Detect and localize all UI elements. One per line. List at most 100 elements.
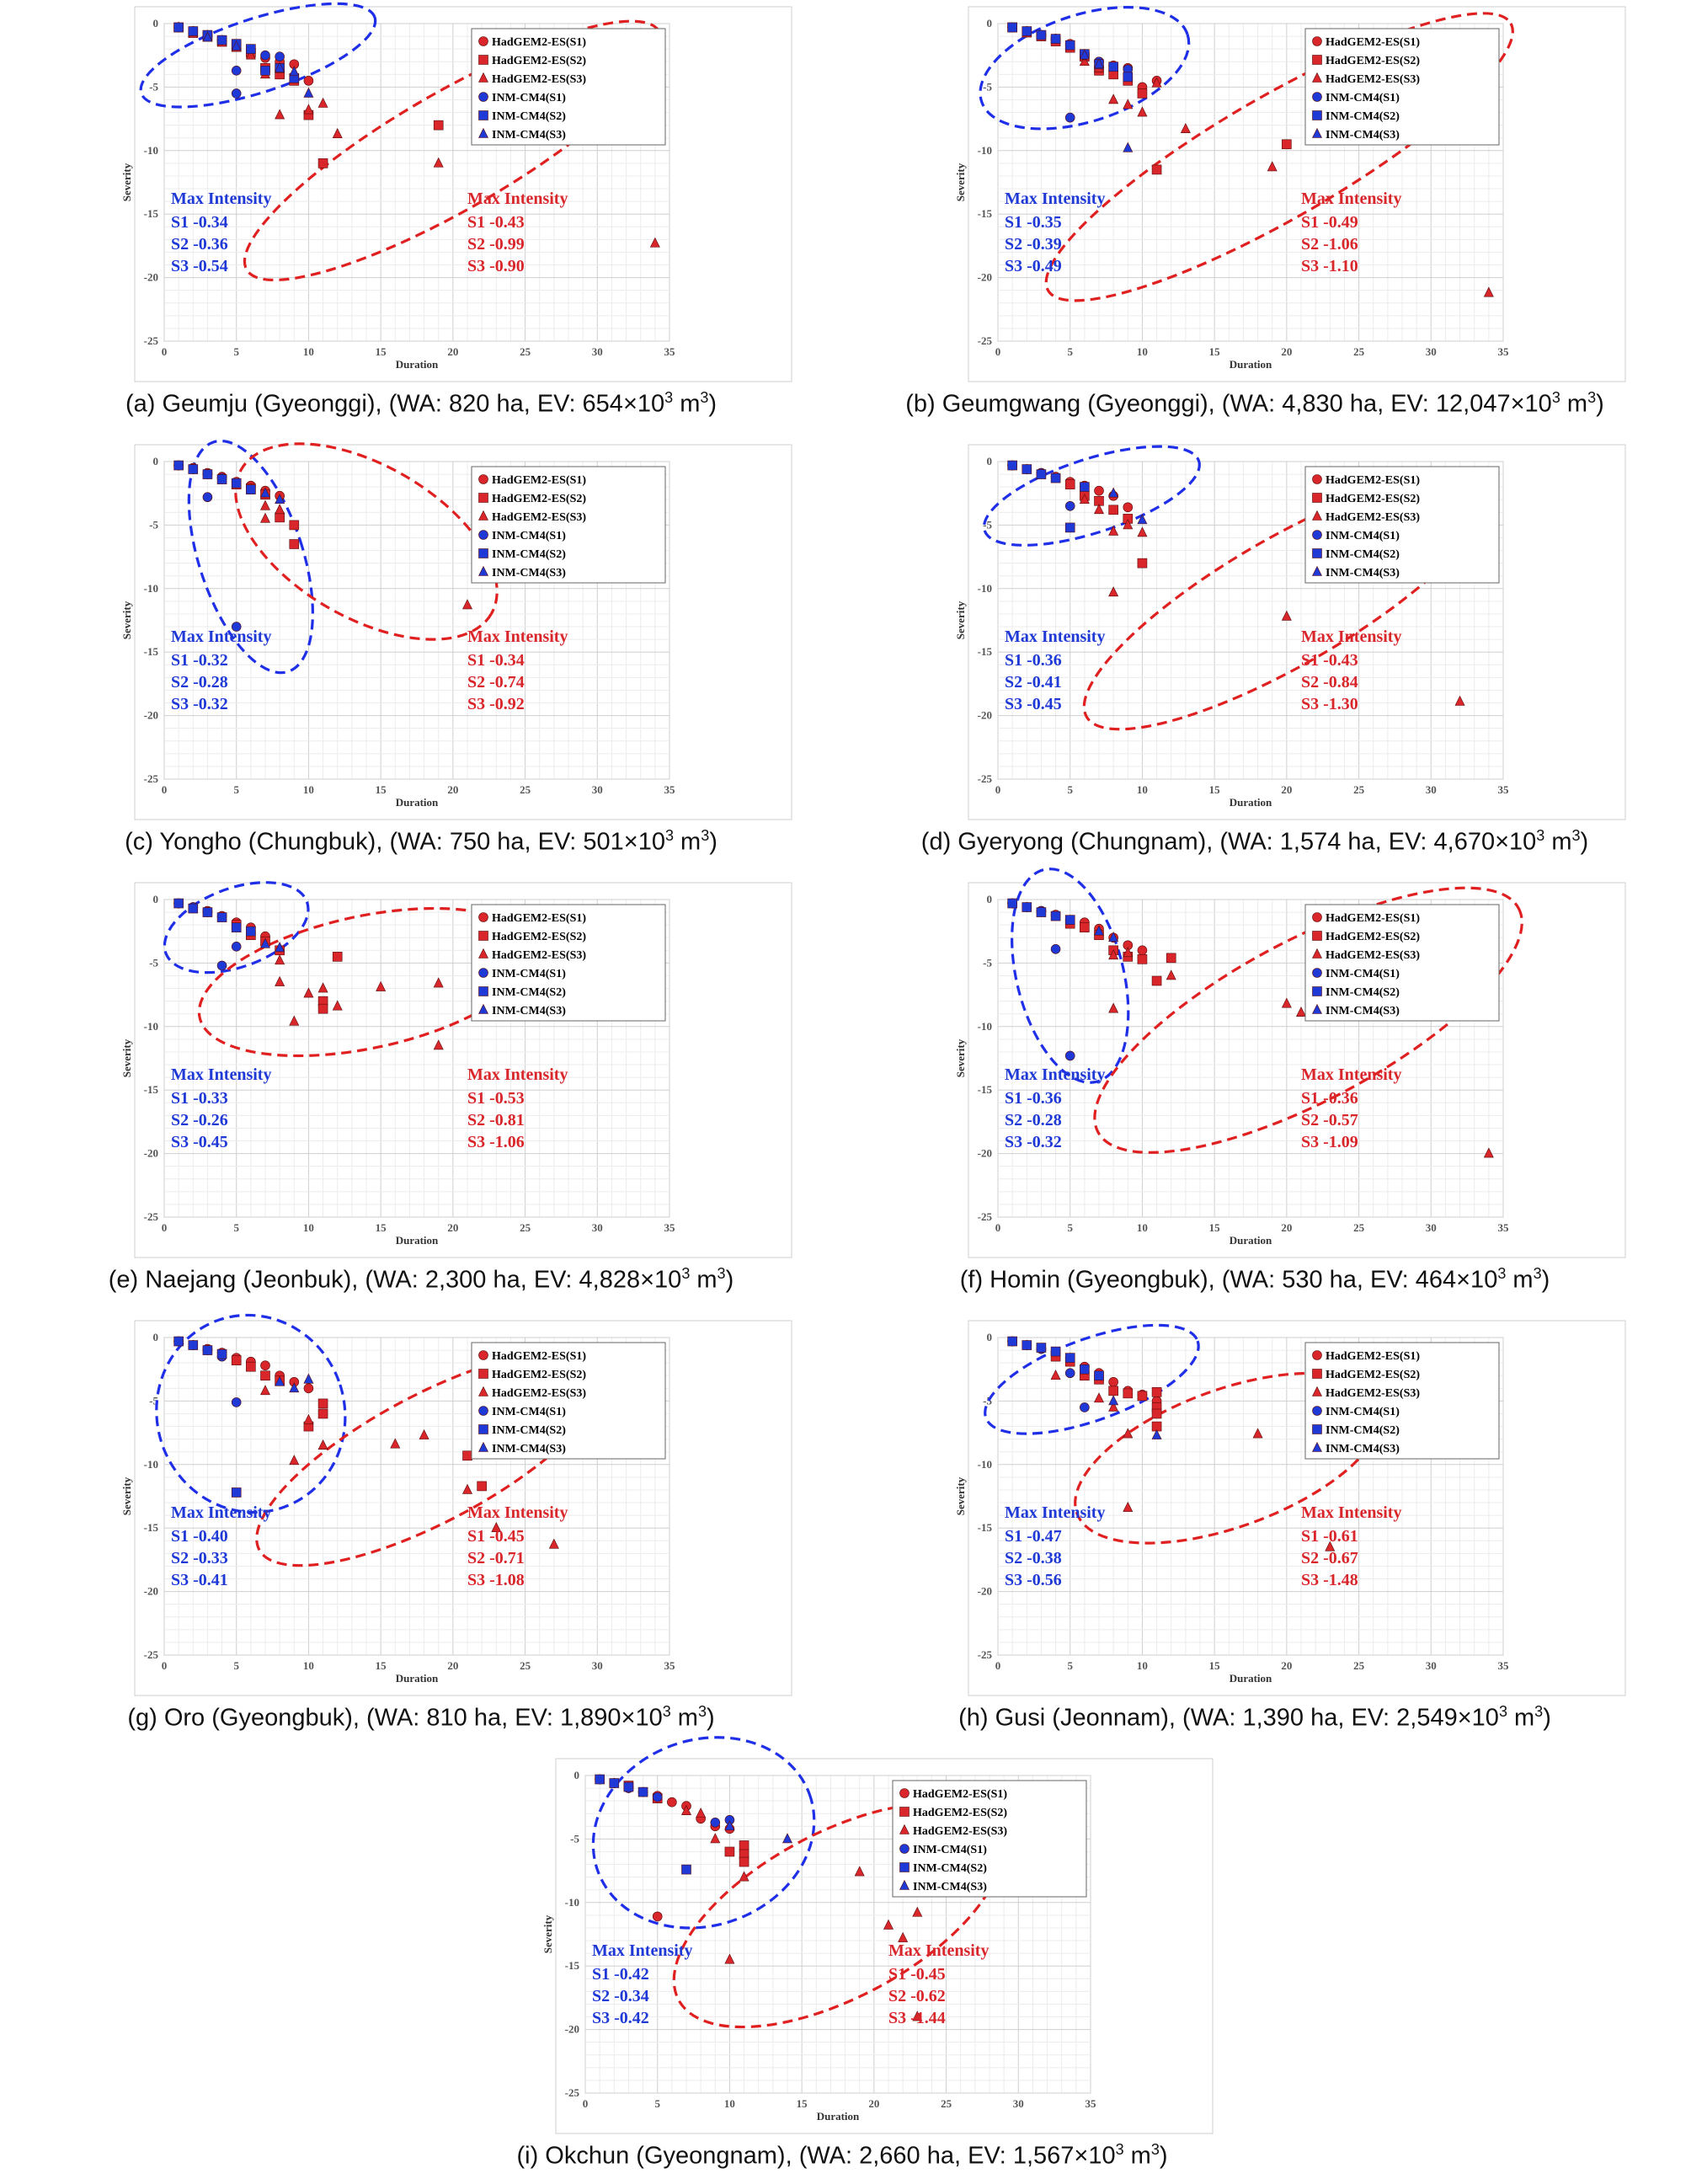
data-point [1094,485,1104,496]
data-point [275,954,285,965]
x-tick-label: 35 [1498,1659,1510,1672]
legend-entry: INM-CM4(S1) [492,968,566,980]
x-tick-label: 20 [447,1659,458,1672]
data-point [1050,910,1061,921]
data-point [1079,49,1090,60]
series-inm-cm4-s3 [275,1373,314,1393]
series-hadgem2-es-s3 [1079,56,1494,297]
had-max-intensity-value: S1 -0.36 [1301,1089,1358,1108]
data-point [1137,514,1148,525]
caption-a: (a) Geumju (Gyeonggi), (WA: 820 ha, EV: … [125,389,717,418]
data-point [912,1906,923,1917]
had-max-intensity-title: Max Intensity [1301,627,1401,646]
data-point [202,492,213,503]
series-inm-cm4-s3 [1108,487,1148,525]
data-point [1483,286,1494,297]
legend-entry: HadGEM2-ES(S3) [492,73,586,86]
data-point [1064,500,1075,511]
legend-marker [478,55,488,65]
data-point [1094,58,1104,69]
data-point [1483,1147,1494,1158]
had-max-intensity-value: S3 -1.09 [1301,1133,1358,1151]
inm-max-intensity-value: S3 -0.32 [171,695,228,713]
legend-entry: HadGEM2-ES(S2) [492,55,586,67]
had-max-intensity-value: S2 -0.67 [1301,1549,1358,1567]
legend-entry: INM-CM4(S2) [913,1862,987,1875]
x-tick-label: 30 [1426,1659,1437,1672]
legend-marker [478,530,488,540]
inm-max-intensity-title: Max Intensity [592,1941,692,1960]
x-tick-label: 20 [447,1221,458,1234]
y-tick-label: -10 [144,1020,158,1033]
data-point [303,987,314,998]
x-tick-label: 25 [520,345,531,358]
had-max-intensity-value: S2 -0.84 [1301,673,1358,692]
legend-entry: INM-CM4(S1) [492,92,566,104]
data-point [1281,997,1292,1008]
had-max-intensity-value: S3 -0.90 [467,257,525,275]
inm-max-intensity-value: S3 -0.45 [171,1133,228,1151]
legend-entry: INM-CM4(S2) [1326,1424,1400,1437]
series-inm-cm4-s2 [1007,898,1075,925]
x-axis-title: Duration [396,1672,439,1685]
inm-max-intensity-title: Max Intensity [1005,1503,1105,1522]
inm-max-intensity-title: Max Intensity [171,1065,271,1084]
y-tick-label: -25 [144,772,159,785]
legend-marker [1312,55,1322,65]
legend-entry: HadGEM2-ES(S3) [492,1387,586,1400]
legend-entry: INM-CM4(S1) [1326,1406,1400,1418]
chart-b: 0 5 10 15 20 25 30 35 0 -5 -10 -15 -20 -25 Duration Sev… [954,6,1626,382]
y-tick-label: -5 [570,1832,579,1845]
data-point [188,1340,199,1350]
x-axis-title: Duration [1230,358,1272,371]
y-tick-label: -20 [144,1147,158,1160]
had-max-intensity-value: S3 -1.44 [888,2009,946,2027]
y-tick-label: -15 [978,1521,993,1534]
legend-marker [1312,1369,1322,1379]
x-tick-label: 10 [1137,783,1148,796]
y-tick-label: -10 [144,144,158,157]
x-tick-label: 0 [162,1659,168,1672]
data-point [202,31,213,42]
inm-cluster-ellipse [139,2,377,109]
caption-d: (d) Gyeryong (Chungnam), (WA: 1,574 ha, … [920,827,1589,856]
data-point [1108,1386,1118,1396]
inm-max-intensity-value: S2 -0.26 [171,1111,228,1129]
series-inm-cm4-s3 [1108,1395,1162,1439]
had-max-intensity-value: S3 -1.48 [1301,1571,1358,1589]
had-max-intensity-value: S3 -1.06 [467,1133,525,1151]
y-tick-label: -15 [978,645,993,658]
x-tick-label: 20 [1281,345,1292,358]
data-point [289,1382,300,1393]
data-point [260,1370,270,1381]
inm-max-intensity-value: S1 -0.36 [1005,1089,1062,1108]
data-point [303,1373,314,1384]
legend-entry: INM-CM4(S1) [492,1406,566,1418]
series-inm-cm4-s3 [724,1820,792,1844]
x-tick-label: 10 [303,1221,314,1234]
legend-entry: INM-CM4(S2) [492,986,566,999]
y-tick-label: -25 [144,1648,159,1661]
y-tick-label: -5 [149,956,158,969]
data-point [246,484,256,494]
data-point [1108,1395,1119,1406]
data-point [1080,1364,1090,1375]
y-tick-label: -10 [144,582,158,595]
data-point [724,1820,735,1831]
data-point [260,1360,270,1370]
legend-entry: HadGEM2-ES(S2) [1326,931,1420,943]
had-max-intensity-value: S1 -0.43 [467,213,525,232]
data-point [1064,1050,1075,1061]
y-tick-label: -20 [978,271,992,284]
series-hadgem2-es-s3 [275,954,444,1050]
data-point [246,44,256,54]
y-tick-label: -20 [144,709,158,722]
inm-max-intensity-value: S2 -0.36 [171,235,228,254]
had-max-intensity-value: S2 -0.57 [1301,1111,1358,1129]
data-point [1064,479,1075,489]
chart-panel-i: 0 5 10 15 20 25 30 35 0 -5 -10 -15 -20 -25 Duration Sev… [438,1736,1246,2184]
data-point [724,1953,735,1964]
y-tick-label: -10 [978,1458,992,1471]
inm-max-intensity-value: S3 -0.49 [1005,257,1062,275]
legend-entry: HadGEM2-ES(S3) [492,511,586,524]
